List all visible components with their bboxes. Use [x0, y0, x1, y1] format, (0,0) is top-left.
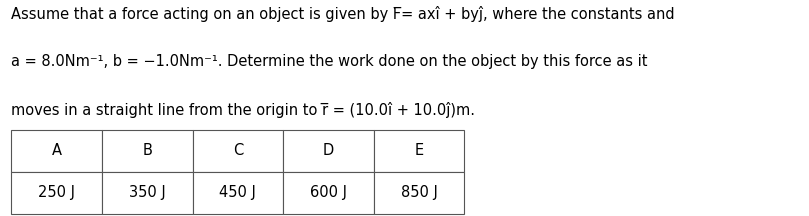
Bar: [374, 130, 464, 172]
Text: 600 J: 600 J: [310, 185, 347, 200]
Text: A: A: [52, 143, 61, 158]
Text: Assume that a force acting on an object is given by F̅= axî + byĵ, where the con: Assume that a force acting on an object …: [11, 6, 675, 22]
Bar: [102, 172, 193, 214]
Text: 350 J: 350 J: [129, 185, 166, 200]
Bar: [11, 172, 102, 214]
Bar: [374, 172, 464, 214]
Text: a = 8.0Nm⁻¹, b = −1.0Nm⁻¹. Determine the work done on the object by this force a: a = 8.0Nm⁻¹, b = −1.0Nm⁻¹. Determine the…: [11, 54, 648, 69]
Text: B: B: [142, 143, 152, 158]
Bar: [11, 130, 102, 172]
Text: E: E: [414, 143, 424, 158]
Bar: [283, 172, 374, 214]
Bar: [283, 130, 374, 172]
Text: 850 J: 850 J: [400, 185, 438, 200]
Bar: [193, 130, 283, 172]
Text: D: D: [323, 143, 334, 158]
Bar: [193, 172, 283, 214]
Text: moves in a straight line from the origin to r̅ = (10.0î + 10.0ĵ)m.: moves in a straight line from the origin…: [11, 102, 476, 118]
Text: C: C: [233, 143, 243, 158]
Text: 450 J: 450 J: [219, 185, 256, 200]
Text: 250 J: 250 J: [38, 185, 75, 200]
Bar: [102, 130, 193, 172]
